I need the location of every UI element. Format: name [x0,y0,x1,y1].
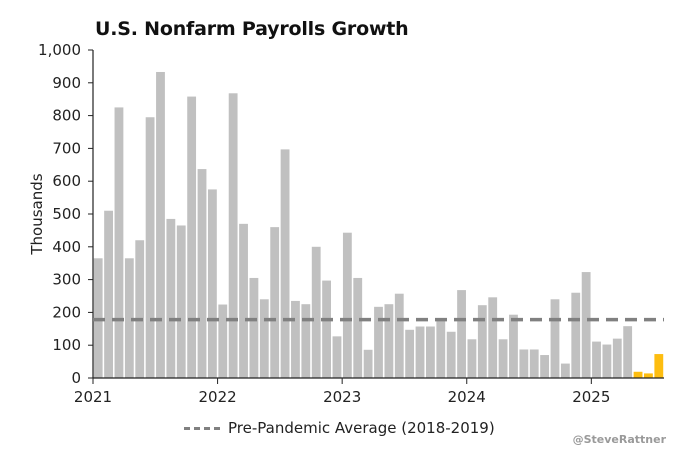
bar [425,326,435,378]
bar [644,373,653,378]
bar [114,107,124,379]
bar [291,300,300,378]
bar [633,371,643,378]
y-tick-label: 900 [52,74,81,92]
bar [280,149,290,378]
bar [571,292,581,378]
bar [301,304,311,378]
bar [218,304,228,378]
bar [394,293,404,378]
bar [239,223,248,378]
legend: Pre-Pandemic Average (2018-2019) [184,418,495,438]
y-tick-label: 700 [52,139,81,157]
y-tick-label: 600 [52,172,81,190]
bar [228,93,238,379]
bar [353,277,363,378]
credit: @SteveRattner [572,433,666,446]
x-tick-label: 2023 [323,388,361,406]
legend-swatch-dashed [184,426,220,430]
bar [374,306,383,378]
y-tick-label: 100 [52,336,81,354]
bar [477,305,487,378]
bar [623,326,633,378]
bar [436,319,446,378]
bar [529,349,539,378]
bar [342,232,352,378]
bar [104,210,113,378]
bar [363,349,373,378]
y-tick-label: 200 [52,303,81,321]
bar [124,258,134,378]
bar [602,344,612,378]
bar [498,339,508,378]
bar [581,272,591,378]
y-tick-label: 800 [52,107,81,125]
bar [249,277,259,378]
bar [488,297,498,378]
legend-label: Pre-Pandemic Average (2018-2019) [228,419,495,437]
bar [560,363,570,378]
bar [270,227,280,378]
chart-title: U.S. Nonfarm Payrolls Growth [95,18,409,40]
bar [259,299,269,378]
bar [135,240,145,378]
bar [467,339,477,378]
bar [509,314,518,378]
bar [550,299,560,378]
bar [384,304,394,378]
x-tick-label: 2022 [198,388,236,406]
bar [311,246,321,378]
bar [405,329,415,378]
y-tick-label: 0 [71,369,81,387]
bar [519,349,529,378]
y-tick-label: 500 [52,205,81,223]
bar [176,225,186,378]
bar [197,169,207,378]
bar [166,218,176,378]
bar [415,326,425,378]
bar [187,96,197,379]
bar [446,331,456,378]
x-tick-label: 2021 [74,388,112,406]
bar [332,336,342,378]
bar [322,280,332,378]
x-tick-label: 2025 [572,388,610,406]
y-tick-label: 300 [52,271,81,289]
y-tick-label: 400 [52,238,81,256]
y-tick-label: 1,000 [38,41,81,59]
bar [156,71,165,378]
bar [592,341,601,378]
bar [654,354,664,378]
x-tick-label: 2024 [448,388,486,406]
bar [612,338,622,378]
bar [457,290,466,378]
y-axis-label: Thousands [28,173,46,255]
bar [540,355,550,378]
bar [145,117,155,379]
bar [207,189,217,378]
